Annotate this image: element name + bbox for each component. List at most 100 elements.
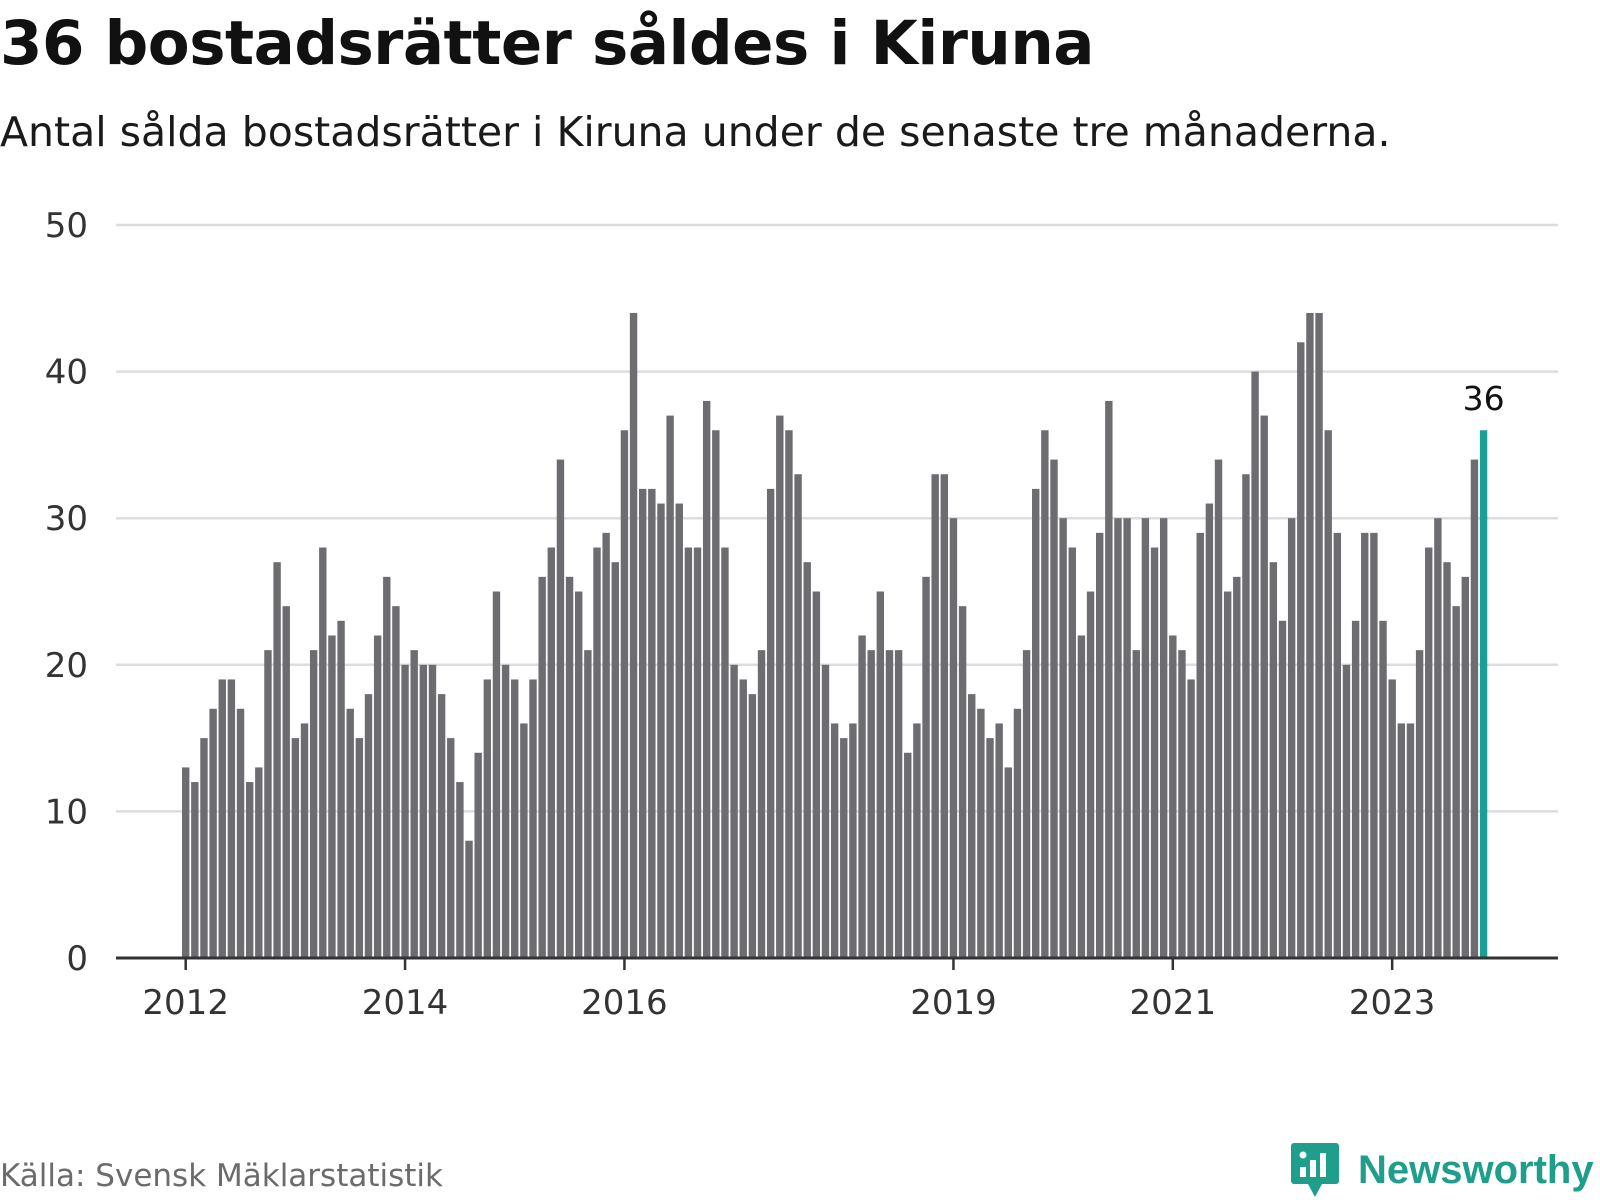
- bar: [803, 562, 811, 958]
- bar: [1470, 459, 1479, 958]
- bar: [812, 591, 821, 958]
- bar: [392, 606, 400, 958]
- bar: [794, 474, 802, 958]
- bar: [1004, 767, 1012, 958]
- bar: [1361, 532, 1369, 958]
- bar: [593, 547, 601, 958]
- bar: [730, 664, 738, 958]
- bar: [565, 576, 574, 958]
- bar: [1342, 664, 1351, 958]
- bar: [1114, 518, 1122, 958]
- bar: [474, 752, 482, 958]
- bar: [1169, 635, 1177, 958]
- bar: [840, 738, 848, 958]
- bar: [364, 694, 373, 958]
- bar: [1406, 723, 1415, 958]
- bar: [547, 547, 555, 958]
- bar: [894, 650, 903, 958]
- bar: [1306, 312, 1314, 959]
- bar: [1214, 459, 1223, 958]
- bar: [867, 650, 875, 958]
- bar: [1022, 650, 1031, 958]
- bar: [227, 679, 236, 958]
- bar: [693, 547, 702, 958]
- bar: [538, 576, 546, 958]
- bar: [1205, 503, 1214, 958]
- bar: [1032, 488, 1040, 958]
- bar: [757, 650, 766, 958]
- bar: [986, 738, 994, 958]
- bar: [849, 723, 857, 958]
- bar: [1059, 518, 1067, 958]
- bar: [885, 650, 894, 958]
- bar: [300, 723, 309, 958]
- bar: [245, 782, 254, 958]
- bar: [776, 415, 784, 959]
- y-tick-label: 50: [45, 206, 88, 246]
- bar: [346, 708, 354, 958]
- bar: [255, 767, 263, 958]
- bar: [1086, 591, 1095, 958]
- bar: [702, 400, 711, 958]
- bar: [1096, 532, 1104, 958]
- bar: [620, 430, 629, 958]
- bar: [419, 664, 428, 958]
- bar: [328, 635, 336, 958]
- bar: [958, 606, 967, 958]
- bar: [1278, 620, 1287, 958]
- brand-name: Newsworthy: [1358, 1147, 1594, 1192]
- bar: [236, 708, 245, 958]
- bar: [1196, 532, 1204, 958]
- bar: [456, 782, 464, 958]
- bar: [428, 664, 437, 958]
- x-tick-label: 2014: [362, 983, 449, 1023]
- y-tick-label: 0: [66, 939, 88, 979]
- bar: [273, 562, 281, 958]
- bar: [968, 694, 976, 958]
- chart-title: 36 bostadsrätter såldes i Kiruna: [0, 8, 1094, 79]
- bar: [1187, 679, 1195, 958]
- bar: [858, 635, 866, 958]
- bar: [1123, 518, 1131, 958]
- brand-logo: Newsworthy: [1290, 1140, 1594, 1200]
- bar: [904, 752, 912, 958]
- bar: [1379, 620, 1387, 958]
- x-tick-label: 2021: [1130, 983, 1217, 1023]
- bar: [200, 738, 208, 958]
- y-tick-label: 30: [45, 499, 88, 539]
- bar: [1159, 518, 1168, 958]
- bar: [282, 606, 290, 958]
- bar: [465, 840, 473, 958]
- bar: [1388, 679, 1396, 958]
- bar: [712, 430, 720, 958]
- bar: [830, 723, 839, 958]
- bar: [520, 723, 528, 958]
- bar: [1260, 415, 1268, 959]
- bar: [218, 679, 226, 958]
- bar: [940, 474, 949, 958]
- chart-subtitle: Antal sålda bostadsrätter i Kiruna under…: [0, 108, 1391, 156]
- bar: [602, 532, 610, 958]
- bar: [447, 738, 455, 958]
- bar: [1425, 547, 1433, 958]
- bar: [1370, 532, 1378, 958]
- bar: [1013, 708, 1022, 958]
- bar: [1068, 547, 1076, 958]
- bar: [785, 430, 793, 958]
- last-value-label: 36: [1463, 379, 1505, 418]
- bar: [721, 547, 729, 958]
- bar: [1324, 430, 1332, 958]
- bar: [675, 503, 683, 958]
- bar: [922, 576, 930, 958]
- bar: [309, 650, 318, 958]
- axes: [116, 956, 1558, 970]
- bar: [264, 650, 272, 958]
- bar: [355, 738, 364, 958]
- bar: [1315, 312, 1323, 959]
- bar: [1351, 620, 1360, 958]
- bar: [1333, 532, 1342, 958]
- source-note: Källa: Svensk Mäklarstatistik: [0, 1158, 443, 1194]
- bar: [529, 679, 537, 958]
- bar: [611, 562, 619, 958]
- bar: [739, 679, 747, 958]
